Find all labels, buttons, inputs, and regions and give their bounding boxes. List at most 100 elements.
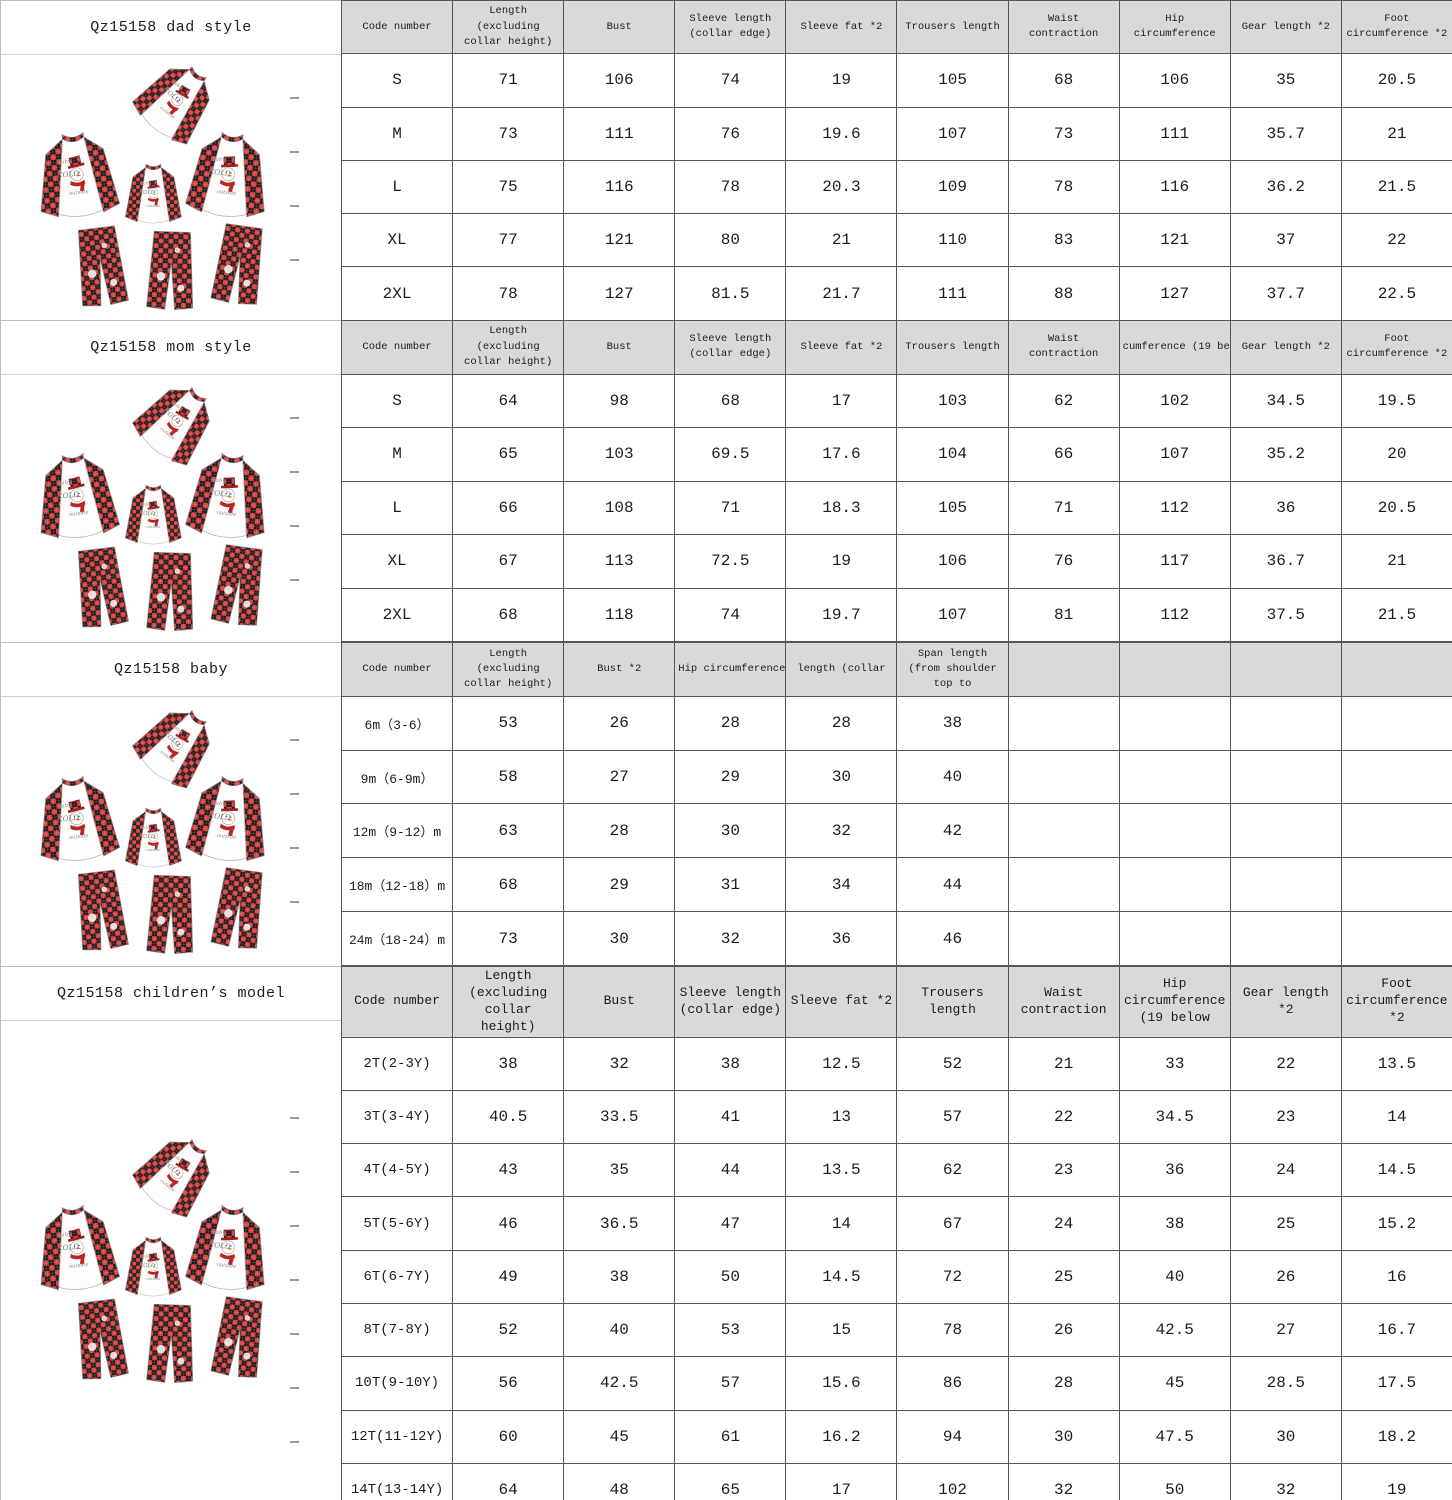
empty-cell: [1007, 911, 1120, 966]
row-label: L: [340, 159, 454, 215]
measurement-cell: 88: [1007, 266, 1120, 321]
measurement-cell: 18.2: [1340, 1409, 1452, 1464]
empty-cell: [1118, 642, 1231, 697]
measurement-cell: 19.5: [1340, 373, 1452, 428]
measurement-cell: 111: [896, 266, 1009, 321]
measurement-cell: 80: [674, 213, 787, 268]
column-header: Bust: [563, 0, 676, 55]
table-row: S 64 98 68 17 103 62 102 34.5 19.5: [340, 373, 1452, 428]
column-header: Hip circumference (19 below: [1118, 966, 1231, 1038]
empty-cell: [1118, 695, 1231, 751]
dash-mark: [290, 901, 299, 903]
measurement-cell: 60: [452, 1409, 565, 1464]
measurement-cell: 81: [1007, 587, 1120, 642]
table-row: 2XL 68 118 74 19.7 107 81 112 37.5 21.5: [340, 587, 1452, 642]
row-label: 6T(6-7Y): [340, 1249, 454, 1305]
dash-mark: [290, 1333, 299, 1335]
measurement-cell: 103: [563, 427, 676, 482]
measurement-cell: 69.5: [674, 427, 787, 482]
measurement-cell: 75: [452, 159, 565, 215]
column-header: Foot circumference *2: [1340, 0, 1452, 55]
column-header: Sleeve fat *2: [785, 966, 898, 1038]
measurement-cell: 15: [785, 1303, 898, 1358]
empty-cell: [1118, 911, 1231, 966]
measurement-cell: 36.2: [1229, 159, 1342, 215]
row-label: 12T(11-12Y): [340, 1409, 454, 1464]
measurement-cell: 52: [452, 1303, 565, 1358]
column-header: Length (excluding collar height): [452, 320, 565, 375]
table-row: 24m（18-24）m 73 30 32 36 46: [340, 911, 1452, 966]
empty-cell: [1229, 857, 1342, 913]
measurement-cell: 14: [1340, 1089, 1452, 1145]
table-row: 12T(11-12Y) 60 45 61 16.2 94 30 47.5 30 18.2: [340, 1409, 1452, 1464]
section-title-children: Qz15158 children’s model: [1, 967, 341, 1021]
measurement-cell: 78: [452, 266, 565, 321]
measurement-cell: 40: [896, 749, 1009, 805]
measurement-cell: 72.5: [674, 534, 787, 589]
row-label: 4T(4-5Y): [340, 1143, 454, 1198]
measurement-cell: 38: [563, 1249, 676, 1305]
measurement-cell: 20.5: [1340, 480, 1452, 535]
measurement-cell: 106: [563, 53, 676, 108]
row-label: 6m（3-6）: [340, 695, 454, 751]
measurement-cell: 21.7: [785, 266, 898, 321]
column-header: Waist contraction: [1007, 0, 1120, 55]
measurement-cell: 19: [1340, 1462, 1452, 1500]
measurement-cell: 25: [1007, 1249, 1120, 1305]
measurement-cell: 23: [1229, 1089, 1342, 1145]
section-children: Qz15158 children’s model Code number Leng…: [0, 966, 1452, 1500]
measurement-cell: 112: [1118, 480, 1231, 535]
row-label: 18m（12-18）m: [340, 857, 454, 913]
measurement-cell: 28: [674, 695, 787, 751]
measurement-cell: 31: [674, 857, 787, 913]
measurement-cell: 19: [785, 53, 898, 108]
baby-size-table: Code number Length (excluding collar heig…: [340, 642, 1452, 966]
measurement-cell: 35.2: [1229, 427, 1342, 482]
table-row: 12m（9-12）m 63 28 30 32 42: [340, 803, 1452, 859]
measurement-cell: 94: [896, 1409, 1009, 1464]
dash-mark: [290, 205, 299, 207]
measurement-cell: 38: [452, 1036, 565, 1091]
measurement-cell: 26: [1229, 1249, 1342, 1305]
measurement-cell: 25: [1229, 1196, 1342, 1251]
measurement-cell: 61: [674, 1409, 787, 1464]
column-header: Bust: [563, 966, 676, 1038]
column-header: Sleeve fat *2: [785, 320, 898, 375]
column-header: Code number: [340, 320, 454, 375]
column-header: Sleeve length (collar edge): [674, 0, 787, 55]
measurement-cell: 49: [452, 1249, 565, 1305]
measurement-cell: 22.5: [1340, 266, 1452, 321]
empty-cell: [1118, 803, 1231, 859]
measurement-cell: 116: [563, 159, 676, 215]
measurement-cell: 103: [896, 373, 1009, 428]
measurement-cell: 46: [896, 911, 1009, 966]
dash-mark: [290, 1387, 299, 1389]
measurement-cell: 77: [452, 213, 565, 268]
measurement-cell: 28: [563, 803, 676, 859]
column-header: Trousers length: [896, 966, 1009, 1038]
column-header: Sleeve length (collar edge): [674, 320, 787, 375]
table-row: 8T(7-8Y) 52 40 53 15 78 26 42.5 27 16.7: [340, 1303, 1452, 1358]
dad-size-table: Code number Length (excluding collar heig…: [340, 0, 1452, 321]
dash-mark: [290, 471, 299, 473]
dash-mark: [290, 739, 299, 741]
measurement-cell: 116: [1118, 159, 1231, 215]
column-header: Waist contraction: [1007, 966, 1120, 1038]
empty-cell: [1007, 642, 1120, 697]
column-header: length (collar: [785, 642, 898, 697]
measurement-cell: 63: [452, 803, 565, 859]
measurement-cell: 22: [1007, 1089, 1120, 1145]
measurement-cell: 62: [1007, 373, 1120, 428]
table-row: L 75 116 78 20.3 109 78 116 36.2 21.5: [340, 159, 1452, 215]
table-row: 9m（6-9m） 58 27 29 30 40: [340, 749, 1452, 805]
measurement-cell: 28: [1007, 1356, 1120, 1411]
measurement-cell: 117: [1118, 534, 1231, 589]
measurement-cell: 20.3: [785, 159, 898, 215]
table-row: XL 67 113 72.5 19 106 76 117 36.7 21: [340, 534, 1452, 589]
row-label: 24m（18-24）m: [340, 911, 454, 966]
dash-mark: [290, 151, 299, 153]
measurement-cell: 27: [1229, 1303, 1342, 1358]
measurement-cell: 16: [1340, 1249, 1452, 1305]
measurement-cell: 40: [1118, 1249, 1231, 1305]
